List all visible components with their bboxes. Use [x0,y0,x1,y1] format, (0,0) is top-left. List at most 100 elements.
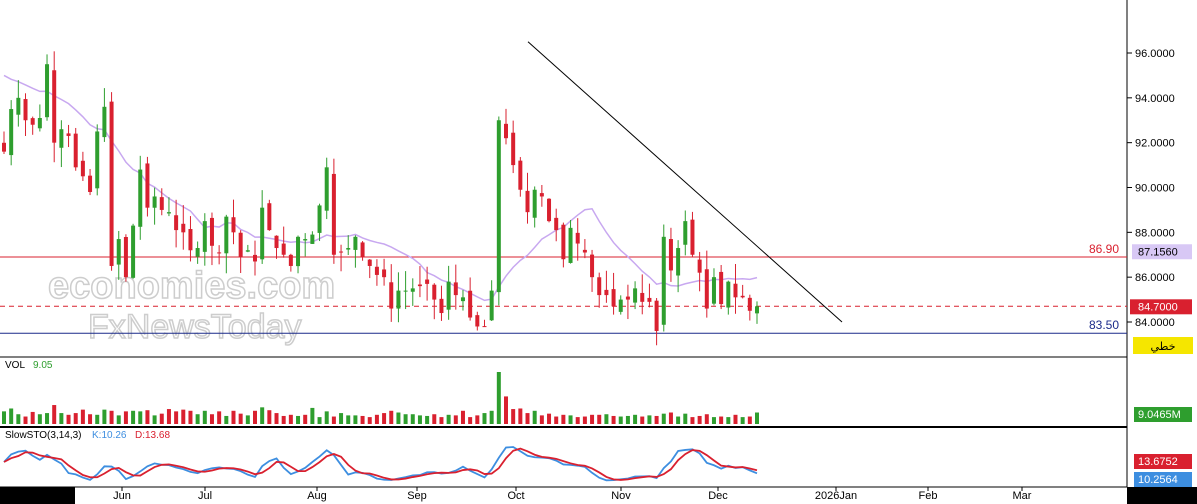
candle[interactable] [704,250,709,318]
candle[interactable] [676,240,681,293]
candle[interactable] [9,100,14,166]
volume-bar[interactable] [339,413,344,424]
trendline[interactable] [527,41,843,323]
volume-bar[interactable] [37,414,42,424]
candle[interactable] [661,224,666,332]
volume-bar[interactable] [489,410,494,424]
candle[interactable] [575,218,580,261]
candle[interactable] [274,235,279,259]
volume-bar[interactable] [245,415,250,424]
volume-bar[interactable] [367,417,372,424]
candle[interactable] [88,168,93,196]
chart-mode-toggle[interactable] [1133,337,1193,354]
volume-bar[interactable] [719,416,724,424]
volume-bar[interactable] [590,414,595,424]
candle[interactable] [23,93,28,137]
candle[interactable] [131,223,136,279]
candle[interactable] [37,104,42,132]
volume-bar[interactable] [73,413,78,424]
candle[interactable] [604,270,609,303]
volume-bar[interactable] [711,417,716,424]
candle[interactable] [217,245,222,265]
candle[interactable] [396,272,401,323]
volume-bar[interactable] [288,414,293,424]
candle[interactable] [690,211,695,257]
candle[interactable] [460,289,465,311]
candle[interactable] [733,263,738,314]
candle[interactable] [432,283,437,320]
candle[interactable] [525,172,530,224]
candle[interactable] [59,120,64,168]
candle[interactable] [711,268,716,306]
volume-bar[interactable] [683,413,688,424]
volume-bar[interactable] [396,412,401,424]
volume-bar[interactable] [353,415,358,424]
candle[interactable] [303,233,308,257]
candle[interactable] [188,216,193,262]
volume-bar[interactable] [59,413,64,424]
volume-bar[interactable] [611,415,616,424]
candle[interactable] [66,124,71,148]
candle[interactable] [755,301,759,324]
volume-bar[interactable] [618,416,623,424]
candle[interactable] [511,120,516,174]
volume-bar[interactable] [188,410,193,424]
volume-bar[interactable] [425,415,430,424]
candle[interactable] [561,222,566,268]
volume-bar[interactable] [755,412,759,424]
candle[interactable] [145,156,150,217]
volume-bar[interactable] [554,416,559,424]
candle[interactable] [288,253,293,272]
volume-bar[interactable] [740,417,745,424]
candle[interactable] [2,131,6,154]
volume-bar[interactable] [690,417,695,424]
volume-bar[interactable] [432,414,437,424]
candle[interactable] [453,264,458,310]
volume-bar[interactable] [123,411,128,424]
volume-bar[interactable] [468,417,473,424]
candle[interactable] [482,319,487,328]
volume-bar[interactable] [547,413,552,424]
volume-bar[interactable] [676,416,681,424]
volume-bar[interactable] [633,414,638,424]
candle[interactable] [331,158,336,264]
volume-bar[interactable] [209,414,214,424]
volume-bar[interactable] [410,414,415,424]
candle[interactable] [181,205,186,250]
candle[interactable] [597,272,602,308]
candle[interactable] [174,199,179,248]
candle[interactable] [360,241,365,261]
candle[interactable] [683,210,688,256]
candle[interactable] [697,251,702,292]
volume-bar[interactable] [539,415,544,424]
volume-bar[interactable] [217,411,222,424]
volume-bar[interactable] [166,409,171,424]
candle[interactable] [468,277,473,321]
candle[interactable] [95,124,100,196]
candle[interactable] [317,203,322,242]
volume-bar[interactable] [439,417,444,424]
candle[interactable] [417,266,422,298]
volume-bar[interactable] [640,416,645,424]
volume-bar[interactable] [331,416,336,424]
candle[interactable] [202,213,207,266]
candle[interactable] [439,285,444,321]
candle[interactable] [504,108,508,145]
volume-bar[interactable] [152,415,157,424]
volume-bar[interactable] [16,414,21,424]
candle[interactable] [102,88,107,142]
volume-bar[interactable] [267,410,272,424]
candle[interactable] [403,271,408,310]
volume-bar[interactable] [131,410,136,424]
volume-bar[interactable] [181,409,186,424]
volume-bar[interactable] [95,414,100,424]
volume-bar[interactable] [145,410,150,424]
candle[interactable] [159,188,164,216]
volume-bar[interactable] [647,415,652,424]
volume-bar[interactable] [604,414,609,424]
candle[interactable] [224,214,229,274]
volume-bar[interactable] [733,414,738,424]
volume-bar[interactable] [310,407,315,424]
volume-bar[interactable] [174,411,179,424]
candle[interactable] [539,184,544,207]
